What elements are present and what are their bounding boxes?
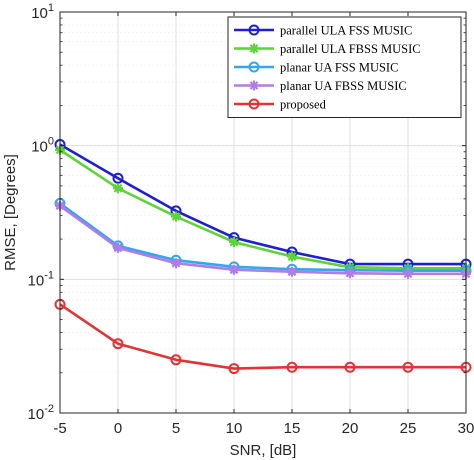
x-tick-label: -5 (53, 420, 66, 437)
series-line (59, 148, 466, 270)
legend-marker (249, 80, 259, 91)
y-tick-label: 101 (31, 2, 54, 22)
legend-entry: planar UA FSS MUSIC (234, 61, 398, 75)
legend-marker (248, 98, 260, 110)
x-tick-label: 15 (284, 420, 301, 437)
legend-marker (248, 61, 260, 73)
y-tick-label: 10-1 (28, 269, 54, 289)
data-point (170, 354, 182, 366)
x-tick-label: 5 (172, 420, 180, 437)
x-axis-label: SNR, [dB] (230, 442, 297, 459)
y-tick-label: 100 (31, 136, 54, 156)
x-tick-label: 30 (458, 420, 474, 437)
y-tick-label: 10-2 (28, 403, 54, 423)
data-point (171, 258, 181, 269)
data-point (229, 264, 239, 275)
data-point (344, 361, 356, 373)
data-point (113, 183, 123, 194)
legend-label: proposed (280, 98, 327, 112)
legend-entry: parallel ULA FBSS MUSIC (234, 42, 421, 56)
legend-label: parallel ULA FBSS MUSIC (280, 42, 421, 56)
series-line (59, 143, 466, 266)
data-point (112, 172, 124, 184)
data-point (403, 268, 413, 279)
data-point (287, 266, 297, 277)
plot-frame (59, 11, 467, 414)
legend-marker (248, 24, 260, 36)
legend-label: planar UA FBSS MUSIC (280, 79, 407, 93)
data-point (286, 361, 298, 373)
y-axis-label: RMSE, [Degrees] (2, 154, 19, 271)
series-line (59, 204, 466, 276)
data-point (345, 268, 355, 279)
legend: parallel ULA FSS MUSIC parallel ULA FBSS … (227, 16, 462, 118)
axes-ticks: -5 0 5 10 15 20 25 30 101 100 10-1 10-2 (28, 2, 474, 437)
x-tick-label: 0 (114, 420, 122, 437)
series-2 (55, 144, 471, 274)
data-point (229, 237, 239, 248)
series-line (59, 303, 466, 370)
x-tick-label: 10 (226, 420, 243, 437)
legend-entry: parallel ULA FSS MUSIC (234, 24, 412, 38)
data-point (228, 363, 240, 375)
data-point (112, 338, 124, 350)
legend-label: planar UA FSS MUSIC (280, 61, 398, 75)
x-tick-label: 20 (342, 420, 359, 437)
legend-entry: proposed (234, 98, 327, 112)
series-line (59, 202, 466, 273)
legend-marker (249, 43, 259, 54)
legend-entry: planar UA FBSS MUSIC (234, 79, 407, 93)
data-point (113, 242, 123, 253)
legend-label: parallel ULA FSS MUSIC (280, 24, 412, 38)
series-4 (55, 200, 471, 279)
data-point (402, 361, 414, 373)
data-point (171, 211, 181, 222)
data-point (287, 251, 297, 262)
x-tick-label: 25 (400, 420, 417, 437)
series-layer (54, 139, 472, 375)
